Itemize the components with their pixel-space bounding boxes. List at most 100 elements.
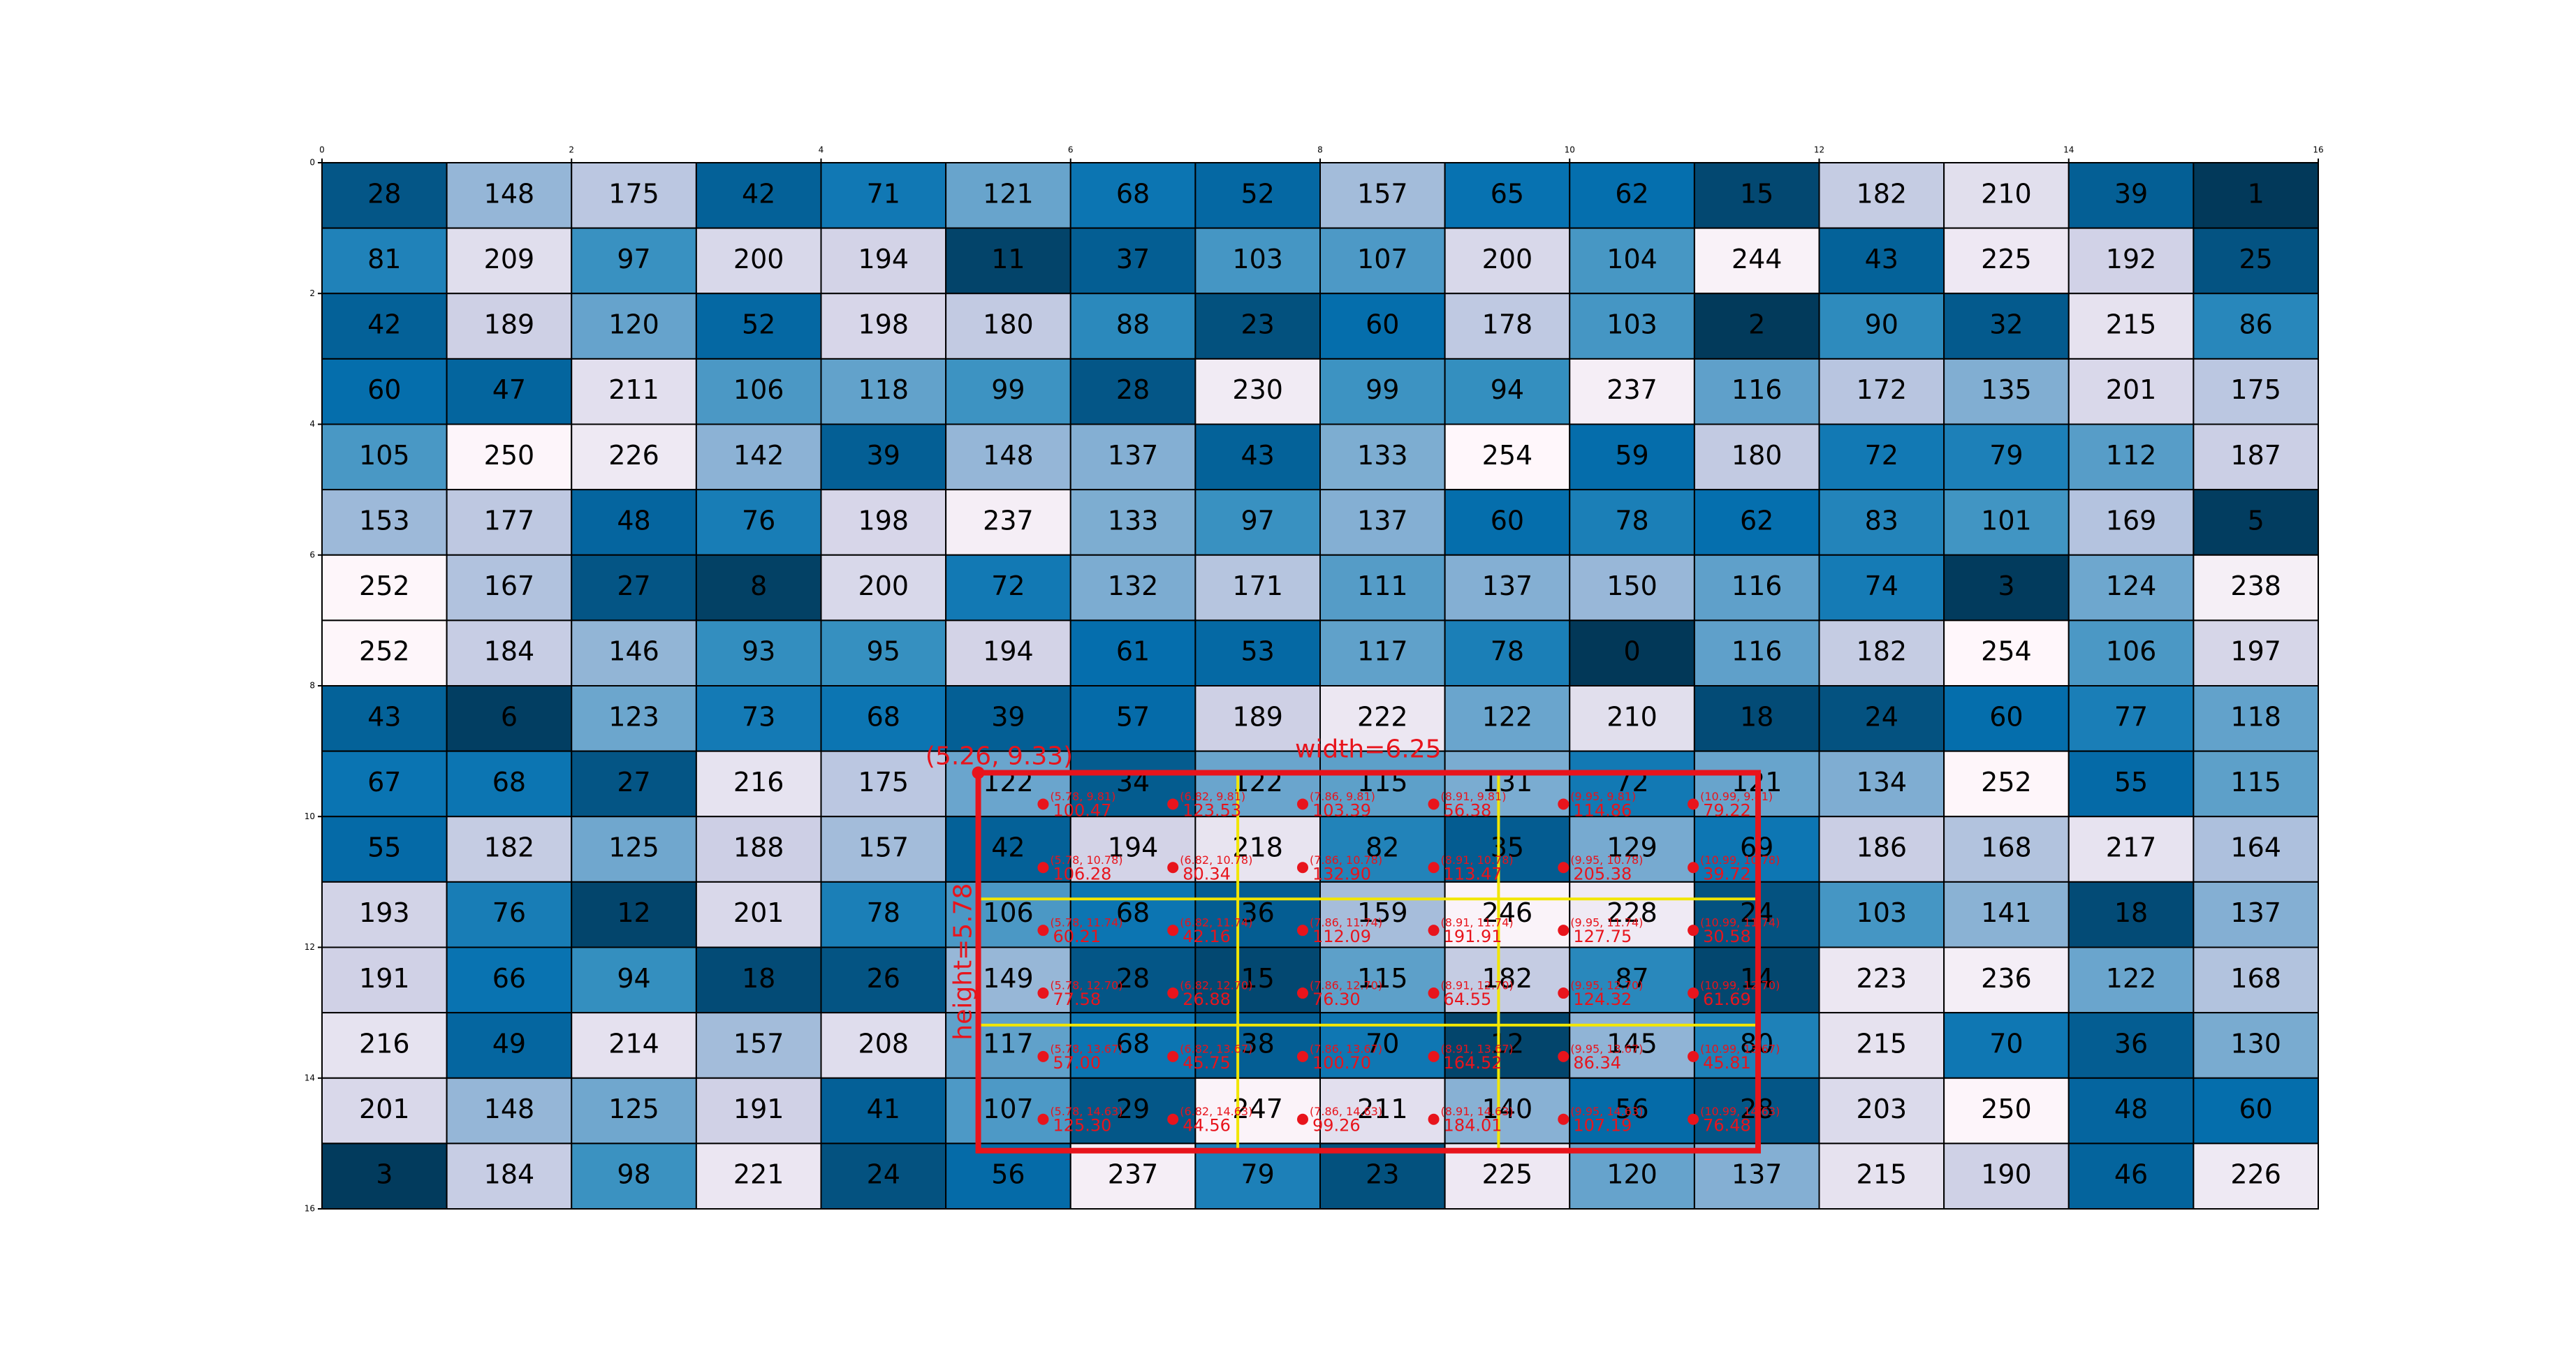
heatmap-cell	[945, 881, 1071, 948]
region-corner-label: (5.26, 9.33)	[925, 742, 1073, 771]
heatmap-cell	[1319, 750, 1446, 818]
cell-label: 182	[484, 832, 535, 863]
sample-value-label: 113.47	[1444, 864, 1502, 883]
cell-label: 191	[359, 963, 410, 994]
cell-label: 197	[2230, 636, 2281, 667]
heatmap-cell	[695, 1077, 822, 1145]
sample-value-label: 39.72	[1703, 864, 1751, 883]
cell-label: 27	[617, 571, 650, 601]
cell-label: 28	[367, 178, 401, 209]
heatmap-cell	[1194, 1077, 1321, 1145]
y-tick-label: 4	[309, 419, 315, 429]
cell-label: 218	[1232, 832, 1283, 863]
cell-label: 11	[991, 244, 1025, 274]
sample-value-label: 125.30	[1053, 1116, 1111, 1136]
cell-label: 182	[1482, 963, 1533, 994]
cell-label: 137	[2230, 897, 2281, 928]
cell-label: 146	[608, 636, 659, 667]
cell-label: 82	[1366, 832, 1399, 863]
sample-value-label: 86.34	[1573, 1053, 1621, 1073]
cell-label: 35	[1491, 832, 1524, 863]
heatmap-cell	[1069, 1143, 1196, 1210]
cell-label: 133	[1357, 440, 1408, 471]
cell-label: 93	[742, 636, 775, 667]
cell-label: 47	[492, 374, 526, 405]
cell-label: 42	[367, 309, 401, 340]
sample-point	[1296, 862, 1308, 874]
cell-label: 210	[1607, 701, 1657, 732]
sample-value-label: 56.38	[1444, 800, 1492, 820]
heatmap-cell	[695, 423, 822, 491]
cell-label: 148	[983, 440, 1034, 471]
sample-point	[1558, 798, 1569, 810]
region-corner	[972, 766, 985, 779]
sample-point-label: (9.95, 9.81)	[1570, 790, 1636, 803]
cell-label: 116	[1732, 374, 1783, 405]
heatmap-cell	[2068, 489, 2195, 556]
heatmap-cell	[1444, 293, 1571, 360]
sample-value-label: 30.58	[1703, 927, 1751, 946]
cell-label: 24	[1865, 701, 1898, 732]
heatmap-cell	[695, 750, 822, 818]
y-tick-label: 12	[305, 942, 315, 952]
cell-label: 39	[2114, 178, 2148, 209]
sample-point	[1037, 987, 1049, 999]
cell-label: 217	[2106, 832, 2157, 863]
heatmap-cell	[1569, 1077, 1695, 1145]
cell-label: 216	[359, 1028, 410, 1059]
cell-label: 198	[858, 505, 909, 536]
cell-label: 145	[1607, 1028, 1657, 1059]
heatmap-cell	[1319, 946, 1446, 1014]
heatmap-cell	[321, 816, 448, 883]
y-tick-label: 16	[305, 1204, 315, 1214]
heatmap-cell	[2068, 1012, 2195, 1079]
heatmap-cell	[1444, 423, 1571, 491]
sample-point	[1688, 987, 1699, 999]
heatmap-cell	[446, 1012, 573, 1079]
heatmap-cell	[695, 554, 822, 622]
heatmap-cell	[1569, 293, 1695, 360]
sample-value-label: 76.30	[1312, 990, 1361, 1009]
cell-label: 226	[608, 440, 659, 471]
cell-label: 247	[1232, 1094, 1283, 1124]
heatmap-cell	[1194, 619, 1321, 686]
cell-label: 238	[2230, 571, 2281, 601]
sample-point-label: (5.78, 14.63)	[1050, 1105, 1122, 1118]
cell-label: 225	[1482, 1159, 1533, 1190]
cell-label: 55	[2114, 767, 2148, 798]
cell-label: 25	[2239, 244, 2273, 274]
cell-label: 62	[1740, 505, 1773, 536]
heatmap-cell	[1693, 423, 1820, 491]
heatmap-cell	[571, 489, 697, 556]
cell-label: 57	[1116, 701, 1150, 732]
heatmap-cell	[1319, 489, 1446, 556]
cell-label: 216	[733, 767, 784, 798]
heatmap-cell	[446, 554, 573, 622]
heatmap-cell	[1569, 227, 1695, 295]
cell-label: 157	[858, 832, 909, 863]
sample-value-label: 107.19	[1573, 1116, 1632, 1136]
heatmap-cell	[446, 881, 573, 948]
cell-label: 118	[2230, 701, 2281, 732]
cell-label: 38	[1241, 1028, 1275, 1059]
heatmap-cell	[1319, 227, 1446, 295]
cell-label: 191	[733, 1094, 784, 1124]
sample-value-label: 57.00	[1053, 1053, 1101, 1073]
heatmap-cell	[571, 946, 697, 1014]
heatmap-cell	[1069, 489, 1196, 556]
cell-label: 72	[1865, 440, 1898, 471]
cell-label: 122	[2106, 963, 2157, 994]
cell-label: 88	[1116, 309, 1150, 340]
heatmap-cell	[1194, 162, 1321, 229]
sample-point	[1167, 862, 1179, 874]
sample-point-label: (9.95, 10.78)	[1570, 853, 1643, 867]
cell-label: 132	[1108, 571, 1159, 601]
heatmap-cell	[820, 227, 947, 295]
sample-point	[1428, 987, 1440, 999]
heatmap-cell	[1693, 227, 1820, 295]
heatmap-cell	[1444, 946, 1571, 1014]
cell-label: 95	[867, 636, 900, 667]
heatmap-cell	[1319, 1077, 1446, 1145]
sample-value-label: 164.52	[1444, 1053, 1502, 1073]
